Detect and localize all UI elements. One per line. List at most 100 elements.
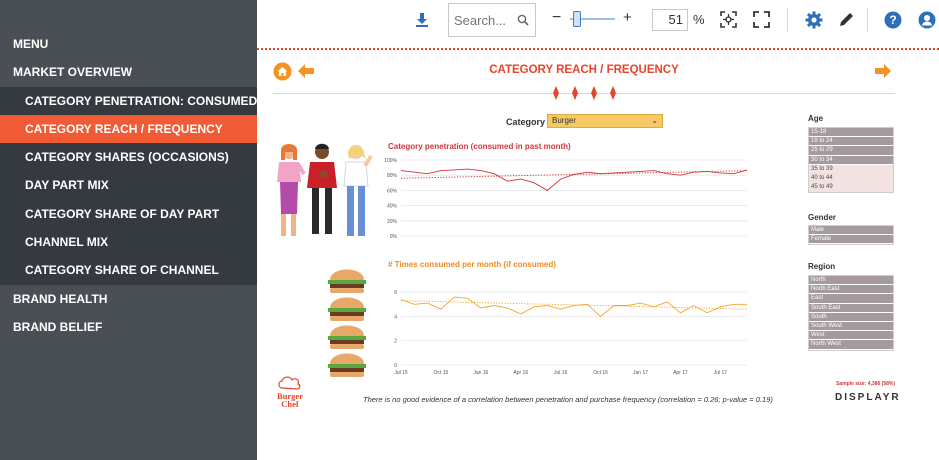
frequency-chart: # Times consumed per month (if consumed)…: [383, 260, 755, 380]
sidebar-item-channel-mix[interactable]: CHANNEL MIX: [0, 228, 257, 257]
sidebar-item-day-part-mix[interactable]: DAY PART MIX: [0, 171, 257, 200]
category-label: Category: [506, 117, 546, 127]
correlation-note: There is no good evidence of a correlati…: [363, 395, 773, 404]
age-filter-option[interactable]: 25 to 29: [809, 146, 893, 156]
region-filter-option[interactable]: South: [809, 312, 893, 322]
zoom-in-button[interactable]: +: [623, 9, 632, 26]
sidebar-item-category-reach-frequency[interactable]: CATEGORY REACH / FREQUENCY: [0, 114, 257, 144]
displayr-logo: DISPLAYR: [835, 392, 901, 403]
chart-title: # Times consumed per month (if consumed): [388, 260, 556, 269]
sidebar-item-category-share-of-day-part[interactable]: CATEGORY SHARE OF DAY PART: [0, 199, 257, 229]
x-tick-label: Jul 15: [394, 370, 408, 376]
zoom-slider-thumb[interactable]: [573, 11, 581, 27]
y-tick-label: 20%: [387, 219, 398, 225]
sidebar-item-brand-health[interactable]: BRAND HEALTH: [13, 291, 108, 306]
sidebar-item-category-shares-occasions[interactable]: CATEGORY SHARES (OCCASIONS): [0, 143, 257, 172]
arrow-right-icon[interactable]: [875, 64, 891, 78]
age-filter-option[interactable]: 15-18: [809, 128, 893, 138]
y-tick-label: 100%: [384, 158, 397, 164]
toolbar-divider: [787, 8, 788, 32]
category-dropdown-value: Burger: [552, 116, 577, 125]
fullscreen-icon[interactable]: [753, 11, 770, 28]
age-filter-list[interactable]: 15-18 19 to 24 25 to 29 30 to 34 35 to 39 40 …: [808, 127, 894, 194]
burger-stack-illustration-icon: [328, 269, 366, 377]
x-tick-label: Jul 17: [714, 370, 728, 376]
penetration-chart: Category penetration (consumed in past m…: [383, 142, 755, 242]
svg-text:Burger: Burger: [277, 391, 303, 401]
region-filter-option[interactable]: East: [809, 294, 893, 304]
user-icon[interactable]: [918, 11, 936, 29]
search-box[interactable]: [448, 3, 536, 37]
home-icon[interactable]: [273, 62, 292, 81]
series-line: [400, 168, 748, 191]
x-tick-label: Oct 16: [593, 370, 608, 376]
region-filter-option[interactable]: North East: [809, 285, 893, 295]
trend-line: [400, 170, 748, 179]
arrow-left-icon[interactable]: [298, 64, 314, 78]
svg-text:?: ?: [889, 13, 896, 27]
region-filter-option[interactable]: North: [809, 276, 893, 286]
zoom-unit: %: [693, 12, 705, 27]
y-tick-label: 4: [394, 314, 397, 320]
region-filter-option[interactable]: West: [809, 331, 893, 341]
age-filter-option[interactable]: 30 to 34: [809, 155, 893, 165]
x-tick-label: Jan 17: [633, 370, 648, 376]
y-tick-label: 80%: [387, 173, 398, 179]
x-tick-label: Apr 16: [513, 370, 528, 376]
search-icon[interactable]: [517, 14, 529, 26]
gender-filter-title: Gender: [808, 213, 837, 222]
region-filter-title: Region: [808, 262, 836, 271]
x-tick-label: Apr 17: [673, 370, 688, 376]
sidebar-item-category-penetration-consumed-in[interactable]: CATEGORY PENETRATION: CONSUMED IN: [0, 86, 257, 115]
page-title: CATEGORY REACH / FREQUENCY: [489, 64, 679, 76]
y-tick-label: 0: [394, 363, 397, 369]
burger-chef-logo: Burger Chef: [277, 376, 303, 409]
sidebar-item-category-share-of-channel[interactable]: CATEGORY SHARE OF CHANNEL: [0, 256, 257, 285]
chevron-down-icon: ⌄: [651, 116, 658, 125]
y-tick-label: 40%: [387, 204, 398, 210]
region-filter-option[interactable]: South East: [809, 303, 893, 313]
gender-filter-option[interactable]: Male: [809, 226, 893, 236]
age-filter-option[interactable]: 35 to 39: [809, 164, 893, 174]
toolbar: − + 51 % ?: [257, 0, 939, 42]
gear-icon[interactable]: [805, 11, 823, 29]
fit-to-screen-icon[interactable]: [720, 11, 737, 28]
title-divider: [273, 93, 895, 94]
age-filter-title: Age: [808, 114, 824, 123]
x-tick-label: Jul 16: [554, 370, 568, 376]
series-line: [400, 296, 747, 318]
region-filter-option[interactable]: South West: [809, 321, 893, 332]
gender-filter-option[interactable]: Female: [809, 235, 893, 245]
decorative-diamonds-icon: [553, 86, 616, 100]
category-dropdown[interactable]: Burger ⌄: [547, 114, 663, 128]
y-tick-label: 0%: [390, 234, 398, 240]
help-icon[interactable]: ?: [884, 11, 902, 29]
pencil-icon[interactable]: [838, 11, 855, 28]
sidebar-item-menu[interactable]: MENU: [13, 37, 49, 51]
age-filter-option[interactable]: 40 to 44: [809, 173, 893, 184]
age-filter-option[interactable]: 19 to 24: [809, 137, 893, 147]
zoom-out-button[interactable]: −: [552, 9, 562, 26]
y-tick-label: 2: [394, 339, 397, 345]
gender-filter-list[interactable]: Male Female: [808, 225, 894, 246]
sidebar-item-market-overview[interactable]: MARKET OVERVIEW: [13, 65, 133, 80]
y-tick-label: 60%: [387, 188, 398, 194]
age-filter-option[interactable]: 45 to 49: [809, 183, 893, 193]
people-illustration-icon: [277, 143, 373, 236]
x-tick-label: Jan 16: [473, 370, 488, 376]
svg-text:Chef: Chef: [281, 399, 299, 409]
zoom-level-input[interactable]: 51: [652, 9, 688, 31]
download-icon[interactable]: [415, 12, 429, 28]
sample-size-label: Sample size: 4,386 (58%): [836, 381, 895, 387]
y-tick-label: 6: [394, 290, 397, 296]
region-filter-option[interactable]: North West: [809, 340, 893, 350]
region-filter-list[interactable]: North North East East South East South South …: [808, 275, 894, 351]
trend-line: [400, 300, 748, 310]
sidebar: MENU MARKET OVERVIEW CATEGORY PENETRATION:…: [0, 0, 257, 460]
toolbar-divider: [867, 8, 868, 32]
search-input[interactable]: [449, 4, 513, 36]
sidebar-item-brand-belief[interactable]: BRAND BELIEF: [13, 319, 103, 334]
chart-title: Category penetration (consumed in past m…: [388, 142, 571, 151]
zoom-slider-track[interactable]: [570, 18, 615, 20]
penetration-chart-plot: 100% 80% 60% 40% 20% 0%: [384, 158, 748, 240]
